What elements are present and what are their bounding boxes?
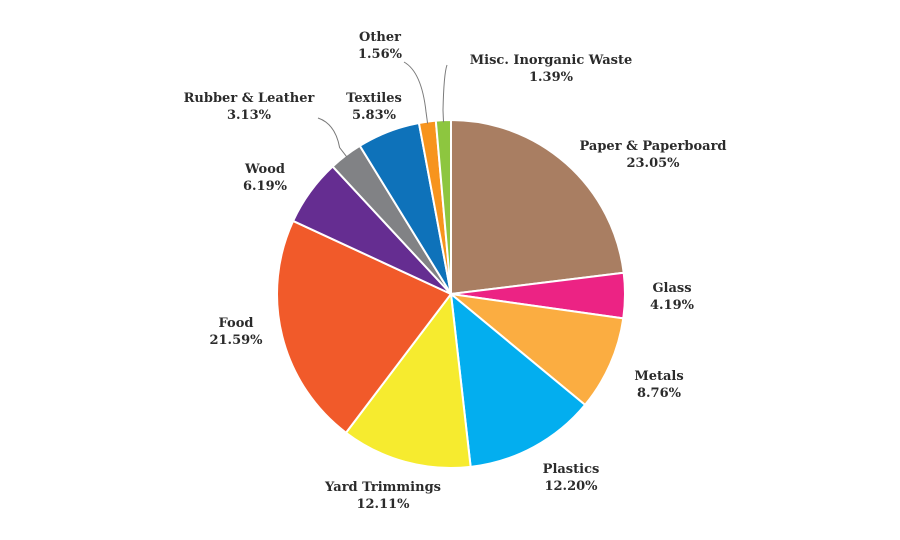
slice-label-plastics: Plastics 12.20% [543, 462, 600, 494]
pie-slices [276, 118, 626, 470]
slice-label-name: Textiles [346, 91, 402, 106]
slice-label-value: 1.56% [358, 47, 403, 62]
slice-label-name: Misc. Inorganic Waste [470, 53, 633, 68]
slice-label-metals: Metals 8.76% [634, 369, 683, 401]
pie-slice-plastics [450, 293, 587, 468]
pie-slice-yard-trimmings [345, 293, 472, 470]
slice-label-value: 21.59% [209, 333, 263, 348]
slice-label-name: Metals [634, 369, 683, 384]
slice-label-glass: Glass 4.19% [650, 281, 695, 313]
slice-label-name: Yard Trimmings [324, 480, 441, 495]
slice-label-value: 3.13% [227, 108, 272, 123]
slice-label-value: 23.05% [626, 156, 680, 171]
slice-label-rubber-leather: Rubber & Leather 3.13% [184, 91, 315, 123]
slice-label-yard-trimmings: Yard Trimmings 12.11% [324, 480, 441, 512]
slice-label-value: 1.39% [529, 70, 574, 85]
pie-slice-paper-paperboard [450, 119, 625, 295]
slice-label-name: Glass [652, 281, 691, 296]
slice-label-value: 6.19% [243, 179, 288, 194]
leader-line-rubber-leather [317, 117, 348, 158]
leader-line-misc-inorganic-waste [442, 64, 448, 123]
slice-label-paper-paperboard: Paper & Paperboard 23.05% [579, 139, 726, 171]
slice-label-wood: Wood 6.19% [243, 162, 288, 194]
pie-slice-metals [450, 293, 625, 406]
slice-label-name: Plastics [543, 462, 600, 477]
slice-label-name: Wood [244, 162, 285, 177]
slice-label-value: 8.76% [637, 386, 682, 401]
slice-label-name: Other [359, 30, 401, 45]
leader-lines [317, 61, 448, 158]
slice-label-name: Rubber & Leather [184, 91, 315, 106]
slice-label-food: Food 21.59% [209, 316, 263, 348]
slice-label-name: Food [219, 316, 254, 331]
slice-labels: Paper & Paperboard 23.05% Glass 4.19% Metals… [184, 30, 727, 512]
slice-label-misc-inorganic-waste: Misc. Inorganic Waste 1.39% [470, 53, 633, 85]
slice-label-textiles: Textiles 5.83% [346, 91, 402, 123]
slice-label-value: 12.11% [356, 497, 410, 512]
slice-label-value: 4.19% [650, 298, 695, 313]
slice-label-value: 5.83% [352, 108, 397, 123]
slice-label-name: Paper & Paperboard [579, 139, 726, 154]
slice-label-value: 12.20% [544, 479, 598, 494]
slice-label-other: Other 1.56% [358, 30, 403, 62]
leader-line-other [403, 61, 429, 124]
